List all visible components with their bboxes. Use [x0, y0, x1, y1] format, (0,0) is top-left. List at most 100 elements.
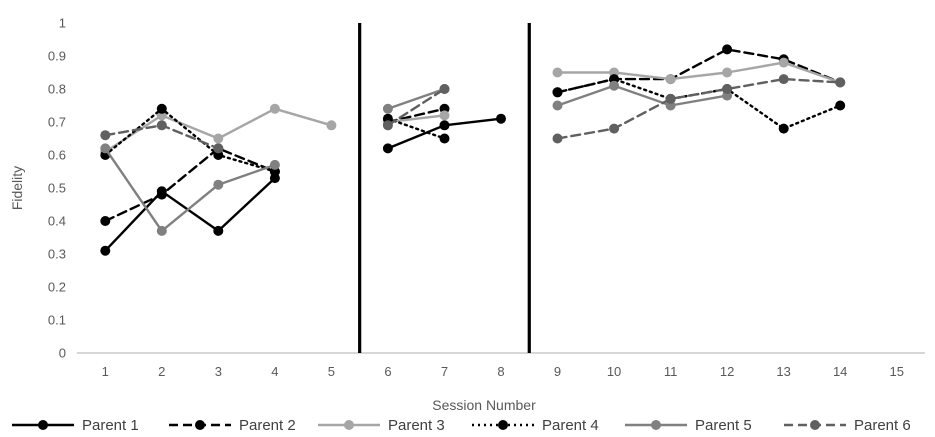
- x-tick-label: 4: [271, 364, 278, 379]
- legend-label: Parent 4: [542, 417, 599, 434]
- legend-marker: [344, 420, 354, 430]
- y-tick-label: 1: [59, 16, 66, 31]
- legend-item: Parent 1: [12, 417, 139, 434]
- series-line: [104, 176, 277, 252]
- data-point: [213, 225, 224, 236]
- x-axis-title: Session Number: [432, 397, 536, 413]
- series-line: [556, 77, 842, 130]
- legend-label: Parent 5: [695, 417, 752, 434]
- data-point: [835, 77, 846, 88]
- data-point: [269, 103, 280, 114]
- y-axis-title: Fidelity: [9, 166, 25, 210]
- series-line: [556, 48, 842, 94]
- legend-marker: [498, 420, 508, 430]
- legend-item: Parent 5: [625, 417, 752, 434]
- x-tick-label: 6: [384, 364, 391, 379]
- x-tick-label: 1: [102, 364, 109, 379]
- legend-item: Parent 3: [318, 417, 445, 434]
- series-3: [100, 57, 846, 157]
- series-line: [556, 84, 729, 107]
- data-point: [609, 123, 620, 134]
- x-tick-label: 15: [889, 364, 903, 379]
- data-point: [269, 159, 280, 170]
- data-point: [382, 143, 393, 154]
- data-point: [213, 143, 224, 154]
- data-point: [552, 87, 563, 98]
- data-point: [382, 120, 393, 131]
- series-1: [100, 113, 506, 256]
- x-tick-label: 12: [720, 364, 734, 379]
- data-point: [722, 67, 733, 78]
- data-point: [439, 110, 450, 121]
- y-tick-labels: 0 0.1 0.2 0.3 0.4 0.5 0.6 0.7 0.8 0.9 1: [48, 16, 66, 361]
- x-tick-label: 13: [776, 364, 790, 379]
- data-point: [156, 120, 167, 131]
- data-point: [326, 120, 337, 131]
- data-point: [609, 80, 620, 91]
- series-line: [556, 61, 842, 84]
- x-tick-labels: 1 2 3 4 5 6 7 8 9 10 11 12 13 14 15: [102, 364, 904, 379]
- x-tick-label: 9: [554, 364, 561, 379]
- data-point: [213, 179, 224, 190]
- series-line: [104, 147, 277, 223]
- y-tick-label: 0.9: [48, 49, 66, 64]
- legend-marker: [38, 420, 48, 430]
- legend-label: Parent 3: [388, 417, 445, 434]
- x-tick-label: 14: [833, 364, 847, 379]
- data-point: [552, 67, 563, 78]
- x-tick-label: 8: [497, 364, 504, 379]
- data-point: [382, 103, 393, 114]
- legend: Parent 1 Parent 2 Parent 3 Parent 4 Parent 5…: [12, 417, 911, 434]
- data-point: [213, 133, 224, 144]
- y-tick-label: 0.5: [48, 181, 66, 196]
- x-tick-label: 7: [441, 364, 448, 379]
- data-point: [665, 93, 676, 104]
- series-line: [386, 87, 446, 111]
- series-line: [386, 117, 446, 140]
- y-tick-label: 0.1: [48, 313, 66, 328]
- x-tick-label: 2: [158, 364, 165, 379]
- data-point: [778, 74, 789, 85]
- data-point: [100, 143, 111, 154]
- y-tick-label: 0: [59, 346, 66, 361]
- data-point: [100, 216, 111, 226]
- data-point: [156, 225, 167, 236]
- series-line: [104, 107, 277, 173]
- data-point: [156, 103, 167, 114]
- data-point: [100, 245, 111, 256]
- data-point: [496, 113, 506, 124]
- x-tick-label: 10: [607, 364, 621, 379]
- data-point: [552, 133, 563, 144]
- legend-marker: [651, 420, 661, 430]
- data-point: [156, 189, 167, 200]
- data-point: [552, 100, 563, 111]
- legend-label: Parent 2: [239, 417, 296, 434]
- x-tick-label: 11: [664, 364, 678, 379]
- legend-marker: [195, 420, 205, 430]
- legend-label: Parent 1: [82, 417, 139, 434]
- y-tick-label: 0.8: [48, 82, 66, 97]
- data-point: [778, 57, 789, 68]
- series-5: [100, 80, 733, 236]
- data-point: [665, 74, 676, 85]
- y-tick-label: 0.7: [48, 115, 66, 130]
- x-tick-label: 5: [328, 364, 335, 379]
- legend-marker: [810, 420, 820, 430]
- series-line: [386, 87, 446, 127]
- y-tick-label: 0.2: [48, 280, 66, 295]
- data-point: [439, 84, 450, 94]
- phase-change-lines: [358, 23, 531, 353]
- series-line: [386, 114, 446, 124]
- data-point: [439, 120, 450, 131]
- series-4: [100, 74, 846, 177]
- data-point: [722, 44, 733, 55]
- y-tick-label: 0.6: [48, 148, 66, 163]
- data-point: [778, 123, 789, 134]
- data-point: [835, 100, 846, 111]
- legend-label: Parent 6: [854, 417, 911, 434]
- series-line: [556, 77, 842, 140]
- legend-item: Parent 4: [472, 417, 599, 434]
- series-layer: [100, 44, 846, 256]
- y-tick-label: 0.4: [48, 214, 66, 229]
